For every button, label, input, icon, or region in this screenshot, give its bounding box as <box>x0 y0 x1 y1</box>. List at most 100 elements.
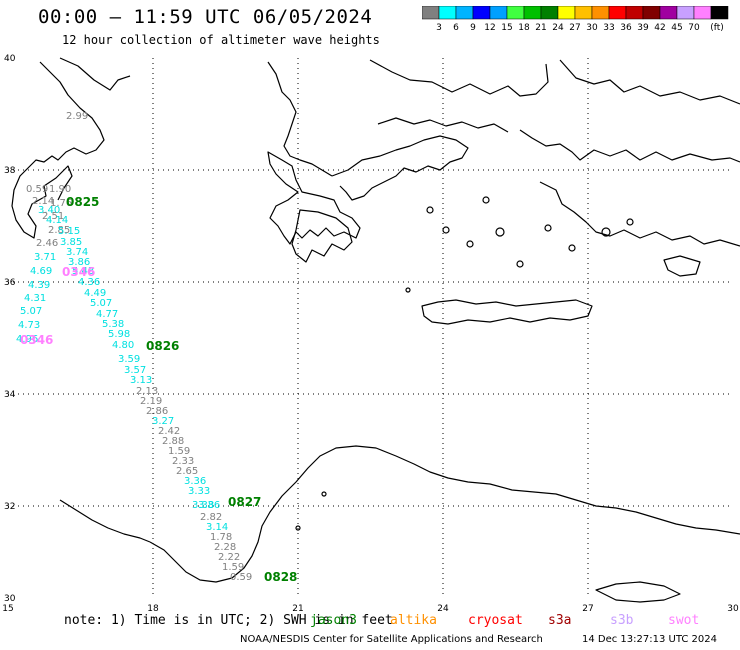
coastline-crete <box>421 299 593 325</box>
pass-time-label: 0346 <box>62 265 95 279</box>
legend-label: 6 <box>453 23 459 33</box>
legend-label: 12 <box>484 23 495 33</box>
legend-label: 45 <box>671 23 682 33</box>
y-tick-label: 38 <box>4 166 16 176</box>
islet <box>516 260 524 268</box>
x-tick-label: 15 <box>2 604 13 614</box>
islet <box>544 224 552 232</box>
coastline-balkans <box>267 61 333 177</box>
swh-reading: 3.33 <box>188 486 210 497</box>
coastline-anatolia <box>539 181 740 247</box>
swh-reading: 1.78 <box>210 532 232 543</box>
islet <box>568 244 576 252</box>
x-tick-label: 24 <box>437 604 449 614</box>
swh-reading: 2.51 <box>42 211 64 222</box>
pass-time-label: 0826 <box>146 339 179 353</box>
coastline-rhodes <box>663 255 701 277</box>
swh-reading: 2.88 <box>162 436 184 447</box>
swh-reading: 2.82 <box>200 512 222 523</box>
swh-reading: 2.22 <box>218 552 240 563</box>
coastline-thrace <box>377 117 509 133</box>
swh-reading: 1.76 <box>50 198 72 209</box>
legend-label: 24 <box>552 23 564 33</box>
swh-reading: 4.49 <box>84 288 106 299</box>
coastline-layer <box>11 57 740 603</box>
pass-time-labels: 0825 0346 0826 0346 0827 0828 <box>20 195 297 584</box>
swh-reading: 1.59 <box>168 446 190 457</box>
swh-reading: 3.71 <box>34 252 56 263</box>
coastline-turkey <box>519 129 740 163</box>
y-tick-label: 30 <box>4 594 16 604</box>
satellite-label-s3a: s3a <box>548 613 572 628</box>
swh-reading: 3.36 <box>184 476 206 487</box>
swh-reading: 5.43 <box>72 266 94 277</box>
swh-reading: 5.07 <box>90 298 112 309</box>
islet <box>295 525 301 531</box>
swh-reading: 4.80 <box>112 340 134 351</box>
swh-reading: 4.14 <box>46 215 68 226</box>
islet <box>405 287 411 293</box>
satellite-label-cryosat: cryosat <box>468 613 523 628</box>
coastline-peloponnese <box>291 209 353 263</box>
map-title: 00:00 – 11:59 UTC 06/05/2024 <box>38 6 373 28</box>
swh-reading: 2.86 <box>146 406 168 417</box>
swh-reading: 5.98 <box>108 329 130 340</box>
coastline-greece-east <box>331 135 469 201</box>
legend-label: 36 <box>620 23 632 33</box>
y-tick-label: 40 <box>4 54 16 64</box>
wave-height-legend: 3 6 9 12 15 18 21 24 27 30 33 36 39 42 45 70 (ft) <box>422 6 729 33</box>
swh-reading: 3.40 <box>38 205 60 216</box>
islet <box>601 227 611 237</box>
x-tick-label: 27 <box>582 604 593 614</box>
swh-reading: 4.77 <box>96 309 118 320</box>
swh-reading: 3.86 <box>68 257 90 268</box>
swh-reading: 2.99 <box>66 111 88 122</box>
pass-time-label: 0346 <box>20 333 53 347</box>
coastline-libya <box>149 445 740 583</box>
satellite-label-altika: altika <box>390 613 437 628</box>
swh-reading: 3.27 <box>152 416 174 427</box>
swh-reading: 3.85 <box>60 237 82 248</box>
swh-reading: 4.39 <box>28 280 50 291</box>
satellite-label-s3b: s3b <box>610 613 634 628</box>
swh-reading: 3.59 <box>118 354 140 365</box>
legend-label: 18 <box>518 23 530 33</box>
swh-reading: 5.38 <box>102 319 124 330</box>
legend-label: 27 <box>569 23 580 33</box>
islet <box>495 227 505 237</box>
legend-label: 21 <box>535 23 546 33</box>
swh-reading: 2.13 <box>136 386 158 397</box>
coastline-greece <box>267 151 361 245</box>
legend-label: 3 <box>436 23 442 33</box>
swh-reading: 4.36 <box>78 277 100 288</box>
swh-reading: 2.85 <box>48 225 70 236</box>
islet <box>442 226 450 234</box>
swh-reading: 2.42 <box>158 426 180 437</box>
swh-reading: 2.28 <box>214 542 236 553</box>
pass-time-label: 0827 <box>228 495 261 509</box>
swh-reading: 4.73 <box>18 320 40 331</box>
swh-reading: 3.38 <box>192 500 214 511</box>
pass-time-label: 0825 <box>66 195 99 209</box>
pass-time-label: 0828 <box>264 570 297 584</box>
islet <box>626 218 634 226</box>
axis-ticks: 15 18 21 24 27 30 40 38 36 34 32 30 <box>2 54 739 614</box>
legend-swatch <box>710 6 729 20</box>
credit-text: NOAA/NESDIS Center for Satellite Applica… <box>240 634 543 645</box>
generated-timestamp: 14 Dec 13:27:13 UTC 2024 <box>582 634 717 645</box>
swh-reading: 2.46 <box>36 238 58 249</box>
x-tick-label: 30 <box>727 604 739 614</box>
legend-label: 33 <box>603 23 614 33</box>
swh-reading: 1.59 <box>222 562 244 573</box>
coastline-sidra <box>59 499 151 543</box>
swh-reading: 4.31 <box>24 293 46 304</box>
legend-label: 30 <box>586 23 598 33</box>
y-tick-label: 34 <box>4 390 16 400</box>
swh-reading: 3.36 <box>198 500 220 511</box>
legend-label: 42 <box>654 23 665 33</box>
swh-reading: 4.69 <box>30 266 52 277</box>
swh-reading: 5.07 <box>20 306 42 317</box>
legend-label: 9 <box>470 23 476 33</box>
legend-label: 70 <box>688 23 700 33</box>
swh-reading: 0.59 <box>230 572 252 583</box>
